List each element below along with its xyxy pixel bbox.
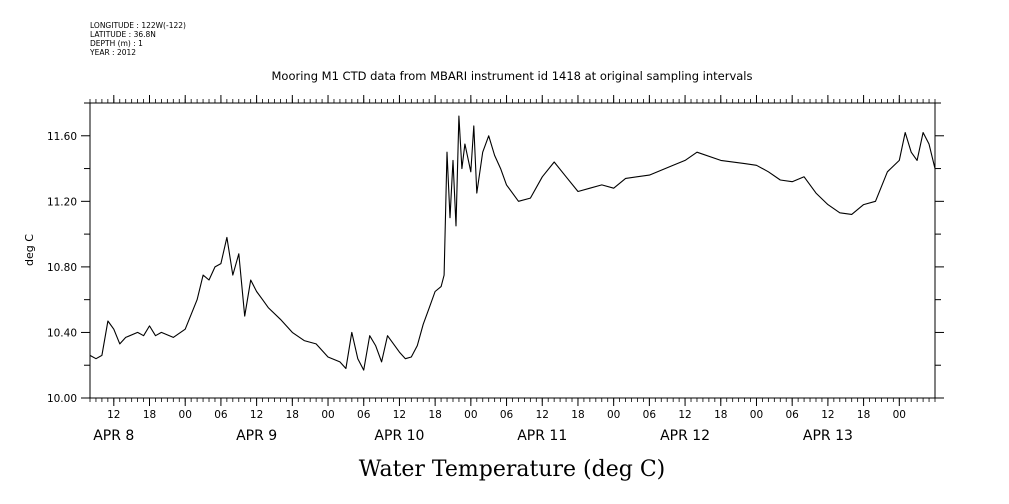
x-tick-label: 00 [893, 409, 906, 421]
y-axis-label: deg C [23, 234, 36, 266]
x-tick-label: 18 [714, 409, 727, 421]
x-tick-label: 12 [536, 409, 549, 421]
chart-title: Mooring M1 CTD data from MBARI instrumen… [272, 69, 753, 83]
x-tick-label: 18 [428, 409, 441, 421]
plot-frame [89, 102, 936, 399]
x-tick-label: 12 [678, 409, 691, 421]
x-tick-label: 00 [607, 409, 620, 421]
y-tick-label: 11.20 [47, 196, 77, 208]
x-tick-label: 18 [857, 409, 870, 421]
x-tick-label: 12 [107, 409, 120, 421]
x-axis-label: Water Temperature (deg C) [359, 457, 666, 482]
latitude-label: LATITUDE : 36.8N [90, 30, 156, 39]
y-tick-label: 10.40 [47, 327, 77, 339]
x-tick-label: 06 [214, 409, 228, 421]
x-day-label: APR 12 [660, 428, 710, 444]
longitude-label: LONGITUDE : 122W(-122) [90, 21, 186, 30]
y-tick-label: 11.60 [47, 131, 77, 143]
x-tick-label: 06 [357, 409, 371, 421]
x-tick-label: 18 [571, 409, 584, 421]
series-layer [89, 115, 936, 371]
x-tick-label: 00 [321, 409, 334, 421]
x-day-label: APR 8 [93, 428, 134, 444]
x-tick-label: 06 [785, 409, 799, 421]
y-tick-label: 10.80 [47, 262, 77, 274]
x-tick-label: 12 [821, 409, 834, 421]
year-label: YEAR : 2012 [90, 48, 137, 57]
series-line [89, 115, 936, 371]
x-tick-label: 18 [286, 409, 299, 421]
depth-label: DEPTH (m) : 1 [90, 39, 143, 48]
x-tick-label: 00 [750, 409, 763, 421]
x-day-label: APR 11 [517, 428, 567, 444]
x-tick-label: 00 [179, 409, 192, 421]
x-tick-label: 06 [643, 409, 657, 421]
x-tick-label: 06 [500, 409, 514, 421]
x-day-label: APR 10 [374, 428, 424, 444]
y-tick-label: 10.00 [47, 393, 77, 405]
axes: 12 18 00 06 12 18 00 06 12 18 00 06 12 18 00 06 12 18 00 06… [47, 95, 944, 444]
x-day-label: APR 9 [236, 428, 277, 444]
x-tick-label: 12 [250, 409, 263, 421]
x-tick-label: 00 [464, 409, 477, 421]
x-tick-label: 18 [143, 409, 156, 421]
x-tick-label: 12 [393, 409, 406, 421]
x-day-label: APR 13 [803, 428, 853, 444]
